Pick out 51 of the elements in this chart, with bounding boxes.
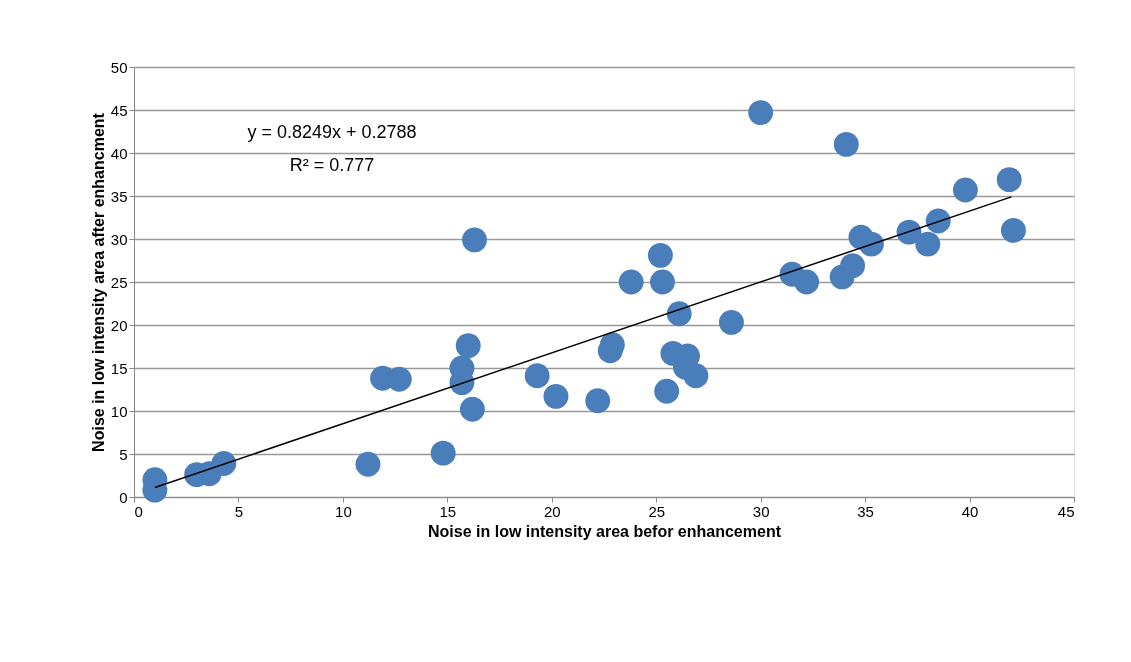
x-tick-label: 45 xyxy=(1057,502,1075,520)
y-tick-label: 50 xyxy=(110,58,128,76)
point xyxy=(683,363,709,389)
x-tick-label: 5 xyxy=(234,502,244,520)
x-tick-label: 20 xyxy=(543,502,561,520)
x-tick-label: 25 xyxy=(648,502,666,520)
x-tick-label: 0 xyxy=(134,502,143,520)
point xyxy=(952,177,978,203)
point xyxy=(833,131,859,157)
x-tick-label: 35 xyxy=(857,502,874,520)
x-tick-label: 40 xyxy=(961,502,979,520)
point xyxy=(459,396,485,422)
point xyxy=(618,269,644,295)
y-tick-label: 35 xyxy=(110,187,128,205)
y-tick-label: 20 xyxy=(110,316,128,334)
y-tick-label: 45 xyxy=(110,101,128,119)
x-axis-title: Noise in low intensity area befor enhancement xyxy=(428,522,782,540)
point xyxy=(650,269,675,295)
point xyxy=(858,231,884,257)
point xyxy=(996,167,1022,193)
point xyxy=(840,253,866,279)
y-tick-label: 40 xyxy=(110,144,128,162)
point xyxy=(915,231,941,257)
x-tick-label: 10 xyxy=(335,502,352,520)
point xyxy=(211,451,237,476)
point xyxy=(718,309,744,335)
point xyxy=(462,227,487,253)
point xyxy=(654,378,680,404)
point xyxy=(794,269,820,295)
point xyxy=(585,388,611,414)
y-tick-label: 10 xyxy=(110,402,128,420)
y-tick-label: 15 xyxy=(110,359,128,377)
point xyxy=(455,333,481,359)
point xyxy=(647,242,673,268)
annotation: y = 0.8249x + 0.2788 xyxy=(247,122,417,142)
annotation: R² = 0.777 xyxy=(289,155,375,175)
y-tick-label: 30 xyxy=(110,230,128,248)
point xyxy=(430,440,456,466)
point xyxy=(1000,217,1026,243)
y-axis-title: Noise in low intensity area after enhancment xyxy=(89,112,107,452)
point xyxy=(355,451,381,477)
point xyxy=(666,301,692,327)
point xyxy=(524,363,550,389)
y-tick-label: 5 xyxy=(119,445,128,463)
x-tick-label: 30 xyxy=(752,502,770,520)
y-tick-label: 25 xyxy=(110,273,128,291)
point xyxy=(748,100,774,126)
point xyxy=(543,383,569,409)
x-tick-label: 15 xyxy=(439,502,457,520)
y-tick-label: 0 xyxy=(119,488,128,506)
point xyxy=(925,208,951,234)
